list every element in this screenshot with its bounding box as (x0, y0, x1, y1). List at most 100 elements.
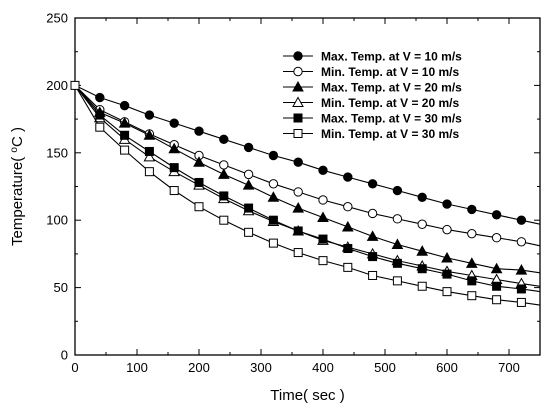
data-point (268, 215, 278, 225)
data-point (417, 264, 427, 274)
data-point (120, 130, 130, 140)
data-point (292, 202, 305, 213)
y-tick-label: 50 (54, 280, 68, 295)
data-point (417, 192, 427, 202)
legend-marker (292, 96, 304, 107)
data-point (95, 122, 105, 132)
legend-label: Max. Temp. at V = 20 m/s (321, 81, 462, 95)
data-point (492, 295, 502, 305)
data-point (194, 177, 204, 187)
data-point (491, 210, 502, 220)
y-axis-title-degree: o (9, 147, 20, 153)
data-point (368, 252, 378, 262)
data-point (343, 202, 353, 212)
data-point (243, 142, 254, 153)
data-point (143, 150, 156, 162)
data-point (343, 244, 353, 254)
legend-marker (292, 80, 304, 92)
data-point (368, 270, 378, 280)
data-point (194, 126, 204, 136)
data-point (243, 169, 254, 180)
data-point (268, 238, 278, 248)
data-point (144, 167, 154, 177)
y-axis-title-prefix: Temperature( (9, 153, 26, 246)
data-point (442, 287, 452, 297)
data-point (442, 224, 452, 235)
data-point (442, 199, 452, 209)
data-point (343, 262, 353, 272)
data-point (367, 179, 378, 189)
data-point (219, 160, 229, 170)
legend-label: Max. Temp. at V = 10 m/s (321, 50, 462, 64)
data-point (417, 281, 427, 291)
x-tick-label: 0 (71, 360, 78, 375)
data-point (268, 150, 279, 161)
data-point (293, 157, 303, 167)
data-point (219, 134, 229, 145)
legend-item: Min. Temp. at V = 20 m/s (283, 96, 459, 110)
data-point (318, 256, 328, 266)
series-5 (74, 85, 541, 294)
x-tick-label: 500 (374, 360, 396, 375)
legend-item: Min. Temp. at V = 10 m/s (283, 65, 459, 79)
data-point (441, 251, 453, 263)
data-point (219, 215, 229, 225)
series-line (74, 84, 541, 225)
y-tick-label: 100 (46, 213, 68, 228)
data-point (391, 238, 404, 249)
data-point (169, 118, 179, 128)
data-point (293, 226, 303, 236)
legend-label: Min. Temp. at V = 20 m/s (321, 96, 459, 110)
y-tick-label: 150 (46, 145, 68, 160)
data-point (268, 179, 279, 189)
data-point (515, 264, 528, 275)
data-point (467, 228, 477, 239)
data-point (318, 234, 328, 244)
y-tick-label: 250 (46, 11, 68, 26)
legend-item: Min. Temp. at V = 30 m/s (283, 127, 459, 141)
series-6 (74, 85, 541, 307)
data-point (120, 145, 130, 155)
data-point (293, 248, 303, 258)
data-point (516, 215, 527, 225)
data-point (392, 185, 403, 196)
x-tick-label: 600 (436, 360, 458, 375)
legend-label: Max. Temp. at V = 30 m/s (321, 112, 462, 126)
x-tick-label: 100 (126, 360, 148, 375)
data-point (367, 208, 378, 219)
series-1 (74, 84, 541, 225)
data-point (392, 276, 402, 286)
data-point (467, 276, 477, 286)
x-axis-title: Time( sec ) (270, 387, 344, 404)
data-point (244, 203, 254, 213)
data-point (516, 297, 526, 307)
legend-item: Max. Temp. at V = 20 m/s (283, 81, 462, 95)
data-point (467, 204, 477, 215)
data-point (168, 142, 181, 154)
x-tick-label: 400 (312, 360, 334, 375)
data-point (217, 168, 230, 179)
data-point (317, 211, 329, 223)
legend-marker (293, 66, 303, 77)
data-point (318, 165, 328, 176)
data-point (169, 163, 179, 173)
data-point (465, 257, 478, 268)
data-point (343, 172, 353, 182)
x-tick-label: 200 (188, 360, 210, 375)
data-point (194, 202, 204, 212)
data-point-start (70, 80, 80, 90)
data-point (169, 186, 179, 196)
data-point (490, 262, 503, 274)
data-point (193, 156, 205, 167)
data-point (219, 191, 229, 201)
legend-item: Max. Temp. at V = 10 m/s (283, 50, 462, 64)
data-point (416, 245, 429, 256)
data-point (267, 191, 280, 202)
legend-marker (293, 129, 303, 138)
data-point (144, 146, 154, 156)
legend-item: Max. Temp. at V = 30 m/s (283, 112, 462, 126)
data-point (118, 117, 131, 128)
data-point (492, 281, 502, 291)
